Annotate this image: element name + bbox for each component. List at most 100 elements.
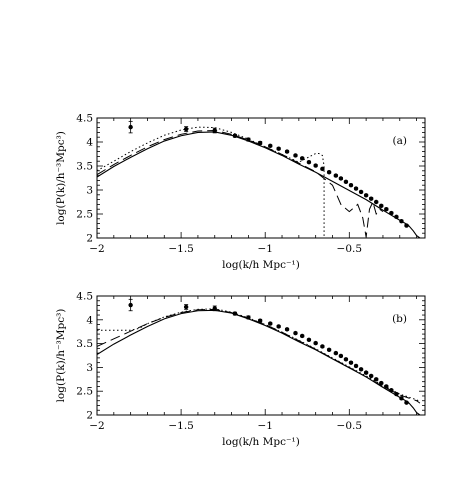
data-point bbox=[232, 133, 238, 138]
plot-frame bbox=[96, 117, 426, 239]
data-point bbox=[348, 183, 354, 188]
x-tick-label: −1.5 bbox=[168, 243, 194, 255]
x-tick-label: −2 bbox=[89, 243, 104, 255]
data-point bbox=[404, 400, 409, 405]
y-axis-label: log(P(k)/h⁻³Mpc³) bbox=[55, 131, 67, 225]
y-tick-label: 4 bbox=[86, 314, 93, 326]
y-tick-label: 2.5 bbox=[76, 209, 93, 221]
data-point bbox=[212, 306, 217, 311]
panel-label: (a) bbox=[393, 135, 407, 147]
data-point bbox=[379, 380, 384, 386]
x-tick-labels: −2 −1.5 −1 −0.5 bbox=[89, 243, 362, 255]
data-point bbox=[306, 337, 312, 342]
data-point bbox=[379, 203, 384, 209]
data-point bbox=[232, 311, 238, 316]
data-point bbox=[368, 373, 374, 379]
data-point bbox=[268, 321, 273, 326]
data-point bbox=[333, 350, 339, 356]
data-point bbox=[384, 384, 389, 389]
y-tick-labels: 2 2.5 3 3.5 4 4.5 bbox=[76, 113, 93, 245]
data-point bbox=[389, 210, 394, 216]
data-point bbox=[293, 153, 298, 158]
data-point bbox=[306, 159, 312, 165]
chart-panel-b: −2 −1.5 −1 −0.5 2 2.5 3 3.5 4 4.5 (b) log(k/h Mp… bbox=[55, 291, 426, 448]
data-point bbox=[246, 137, 251, 142]
data-point bbox=[338, 353, 344, 359]
series-line-dotted bbox=[97, 308, 421, 403]
data-point bbox=[284, 149, 290, 154]
data-points bbox=[128, 120, 409, 228]
y-tick-label: 2 bbox=[86, 410, 93, 422]
panel-label: (b) bbox=[392, 313, 407, 325]
data-point bbox=[268, 143, 273, 149]
data-point bbox=[313, 340, 318, 346]
data-point bbox=[257, 318, 263, 323]
data-point bbox=[326, 347, 332, 352]
data-point bbox=[374, 377, 379, 382]
data-point bbox=[348, 360, 354, 365]
data-point bbox=[353, 363, 359, 369]
y-tick-label: 2.5 bbox=[76, 386, 93, 398]
plot-area bbox=[97, 298, 421, 415]
plot-area bbox=[97, 120, 421, 238]
chart-panel-a: −2 −1.5 −1 −0.5 2 2.5 3 3.5 4 4.5 (a) log(k/h Mp… bbox=[55, 113, 426, 271]
data-point bbox=[363, 193, 369, 198]
data-points bbox=[128, 298, 409, 405]
series-line-dashed bbox=[97, 308, 421, 404]
x-tick-label: −1 bbox=[257, 243, 272, 255]
data-point bbox=[404, 223, 409, 228]
data-point bbox=[338, 176, 344, 181]
data-point bbox=[358, 367, 364, 372]
y-tick-label: 2 bbox=[86, 233, 93, 245]
x-tick-label: −2 bbox=[89, 420, 104, 432]
x-tick-label: −1.5 bbox=[168, 420, 194, 432]
data-point bbox=[276, 324, 281, 329]
tick-marks bbox=[96, 117, 425, 239]
data-point bbox=[212, 128, 217, 133]
data-point bbox=[276, 146, 281, 151]
data-point bbox=[399, 219, 404, 224]
y-axis-label: log(P(k)/h⁻³Mpc³) bbox=[55, 309, 67, 403]
plot-frame bbox=[96, 295, 426, 416]
data-point bbox=[394, 214, 399, 220]
data-point bbox=[368, 196, 374, 201]
data-point bbox=[353, 186, 359, 191]
y-tick-label: 4.5 bbox=[76, 291, 93, 303]
tick-marks bbox=[96, 295, 425, 416]
data-point bbox=[363, 370, 369, 375]
data-point bbox=[320, 344, 325, 349]
data-point bbox=[128, 302, 133, 308]
data-point bbox=[343, 179, 349, 185]
data-point bbox=[343, 357, 349, 362]
data-point bbox=[333, 173, 339, 178]
data-point bbox=[257, 140, 263, 146]
data-point bbox=[300, 156, 305, 161]
data-point bbox=[384, 207, 389, 212]
y-tick-label: 4.5 bbox=[76, 113, 93, 125]
data-point bbox=[128, 124, 133, 130]
data-point bbox=[300, 333, 305, 339]
data-point bbox=[399, 396, 404, 401]
y-tick-label: 3.5 bbox=[76, 161, 93, 173]
data-point bbox=[246, 315, 251, 320]
x-tick-label: −0.5 bbox=[337, 420, 363, 432]
x-tick-label: −1 bbox=[257, 420, 272, 432]
data-point bbox=[293, 330, 298, 336]
y-tick-labels: 2 2.5 3 3.5 4 4.5 bbox=[76, 291, 93, 422]
data-point bbox=[183, 304, 189, 310]
data-point bbox=[183, 126, 189, 132]
data-point bbox=[284, 327, 290, 332]
y-tick-label: 4 bbox=[86, 137, 93, 149]
data-point bbox=[394, 391, 399, 397]
data-point bbox=[313, 163, 318, 168]
y-tick-label: 3 bbox=[86, 185, 93, 197]
data-point bbox=[374, 199, 379, 205]
data-point bbox=[389, 388, 394, 393]
series-line-dashed bbox=[97, 129, 384, 238]
x-axis-label: log(k/h Mpc⁻¹) bbox=[222, 259, 300, 271]
data-point bbox=[326, 170, 332, 175]
x-tick-label: −0.5 bbox=[337, 243, 363, 255]
y-tick-label: 3 bbox=[86, 362, 93, 374]
